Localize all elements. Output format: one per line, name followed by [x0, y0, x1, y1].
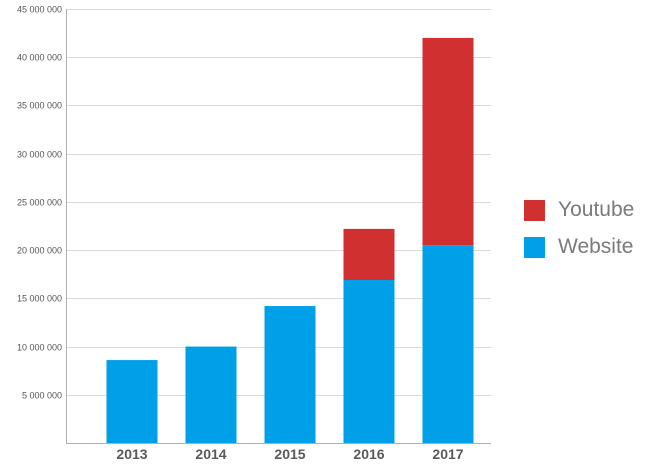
legend-swatch-youtube	[524, 199, 545, 221]
x-tick-label: 2017	[432, 446, 463, 462]
grid-lines	[66, 9, 491, 396]
bar-website-2015	[264, 306, 316, 443]
legend-label-website: Website	[558, 235, 634, 258]
bar-website-2014	[185, 346, 237, 443]
y-tick-label: 40 000 000	[17, 53, 62, 63]
bar-youtube-2016	[343, 228, 395, 281]
y-tick-label: 15 000 000	[17, 294, 62, 304]
y-axis-tick-labels: 5 000 000 10 000 000 15 000 000 20 000 000 2…	[17, 5, 62, 401]
bar-website-2017	[422, 245, 474, 443]
bars	[106, 37, 474, 443]
y-tick-label: 35 000 000	[17, 101, 62, 111]
x-axis-category-labels: 2013 2014 2015 2016 2017	[116, 446, 463, 462]
bar-youtube-2017	[422, 37, 474, 246]
y-tick-label: 30 000 000	[17, 150, 62, 160]
y-tick-label: 45 000 000	[17, 5, 62, 15]
legend-item-youtube: Youtube	[524, 198, 634, 222]
y-tick-label: 5 000 000	[22, 391, 62, 401]
x-tick-label: 2016	[353, 446, 384, 462]
y-tick-label: 20 000 000	[17, 246, 62, 256]
x-tick-label: 2014	[195, 446, 226, 462]
y-tick-label: 25 000 000	[17, 198, 62, 208]
bar-website-2016	[343, 280, 395, 443]
legend-item-website: Website	[524, 235, 634, 259]
y-tick-label: 10 000 000	[17, 343, 62, 353]
x-tick-label: 2013	[116, 446, 147, 462]
legend-swatch-website	[524, 236, 545, 258]
bar-website-2013	[106, 360, 158, 443]
x-tick-label: 2015	[274, 446, 305, 462]
legend-label-youtube: Youtube	[558, 198, 635, 221]
legend: Youtube Website	[524, 198, 634, 272]
